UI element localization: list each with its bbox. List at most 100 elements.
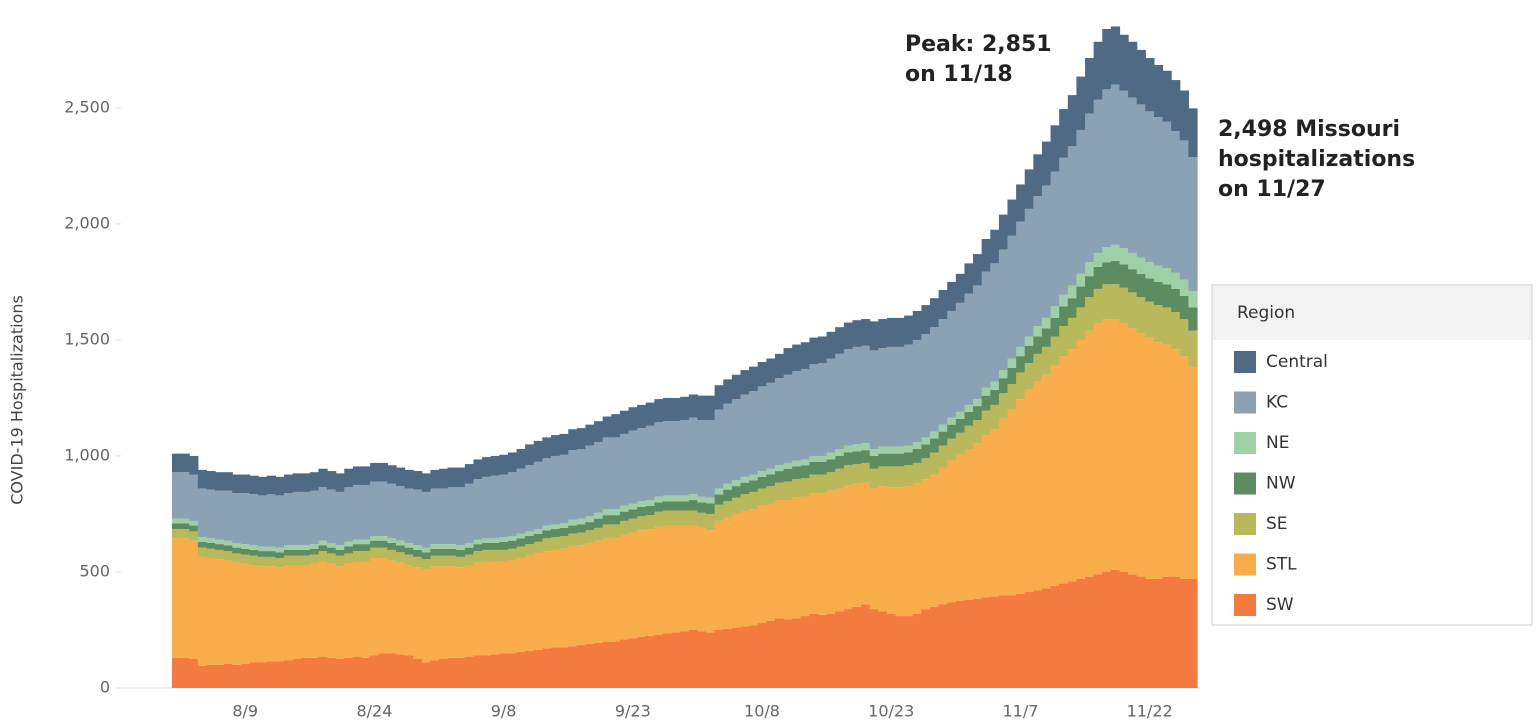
area-step (378, 547, 388, 559)
area-step (335, 473, 345, 492)
area-step (688, 510, 699, 526)
area-step (800, 465, 810, 479)
annotation: hospitalizations (1218, 147, 1415, 172)
area-step (361, 466, 371, 485)
area-step (731, 480, 742, 487)
area-step (1085, 297, 1095, 331)
area-step (1007, 367, 1017, 385)
area-step (990, 596, 1000, 688)
area-step (645, 402, 655, 426)
area-step (482, 549, 492, 562)
area-step (973, 406, 983, 420)
area-step (706, 395, 716, 420)
area-step (1016, 221, 1026, 347)
area-step (998, 393, 1009, 419)
area-step (1033, 381, 1043, 591)
area-step (688, 417, 699, 495)
area-step (878, 611, 888, 688)
area-step (749, 491, 759, 510)
area-step (671, 397, 681, 422)
area-step (361, 561, 371, 658)
area-step (843, 322, 854, 350)
area-step (637, 636, 647, 688)
area-step (869, 609, 879, 688)
area-step (180, 529, 190, 539)
area-step (981, 271, 991, 388)
area-step (301, 473, 311, 492)
area-step (861, 345, 871, 444)
area-step (344, 563, 354, 658)
area-step (861, 482, 871, 605)
area-step (499, 537, 509, 542)
area-step (533, 461, 543, 530)
area-step (585, 516, 595, 523)
area-step (292, 658, 302, 688)
area-step (172, 453, 182, 473)
area-step (1136, 257, 1146, 274)
area-step (1145, 301, 1155, 338)
area-step (464, 542, 475, 548)
legend-label: Central (1266, 352, 1328, 372)
area-step (473, 459, 483, 480)
area-step (662, 421, 673, 496)
area-step (1102, 319, 1112, 572)
area-step (576, 645, 587, 688)
area-step (464, 547, 475, 555)
area-step (585, 643, 595, 688)
area-step (361, 484, 371, 540)
area-step (223, 490, 233, 541)
area-step (559, 454, 569, 524)
area-step (766, 503, 776, 621)
area-step (1076, 76, 1086, 130)
area-step (740, 494, 750, 512)
area-step (1093, 41, 1103, 100)
area-step (869, 455, 879, 469)
area-step (1007, 384, 1017, 410)
legend (1211, 284, 1533, 626)
area-step (327, 489, 337, 543)
area-step (283, 474, 294, 494)
area-step (688, 494, 699, 501)
area-step (955, 454, 966, 601)
area-step (439, 548, 449, 556)
area-step (576, 524, 587, 533)
area-step (335, 491, 345, 546)
area-step (232, 493, 242, 543)
area-step (757, 471, 767, 477)
area-step (990, 381, 1000, 390)
area-step (525, 544, 535, 556)
area-step (473, 544, 483, 552)
area-step (602, 509, 612, 516)
area-step (998, 370, 1009, 379)
area-step (818, 474, 828, 494)
area-step (266, 546, 276, 552)
legend-label: NW (1266, 474, 1296, 494)
area-step (258, 495, 268, 547)
area-step (1067, 298, 1078, 318)
area-step (378, 540, 388, 548)
x-tick-label: 8/24 (356, 702, 392, 721)
area-step (585, 445, 595, 517)
area-step (1162, 576, 1172, 688)
area-step (1153, 117, 1164, 266)
area-step (223, 560, 233, 664)
area-step (973, 285, 983, 400)
area-step (283, 545, 294, 550)
area-step (352, 466, 363, 485)
area-step (490, 455, 500, 476)
area-step (835, 468, 845, 489)
area-step (533, 529, 543, 534)
area-step (878, 319, 888, 349)
area-step (774, 618, 785, 688)
area-step (533, 440, 543, 462)
area-step (180, 453, 190, 473)
area-step (550, 537, 561, 550)
area-step (783, 374, 793, 463)
area-step (723, 628, 733, 688)
area-step (576, 545, 587, 646)
area-step (749, 509, 759, 626)
area-step (594, 512, 604, 519)
area-step (266, 566, 276, 662)
area-step (1119, 264, 1129, 288)
area-step (1153, 578, 1164, 688)
